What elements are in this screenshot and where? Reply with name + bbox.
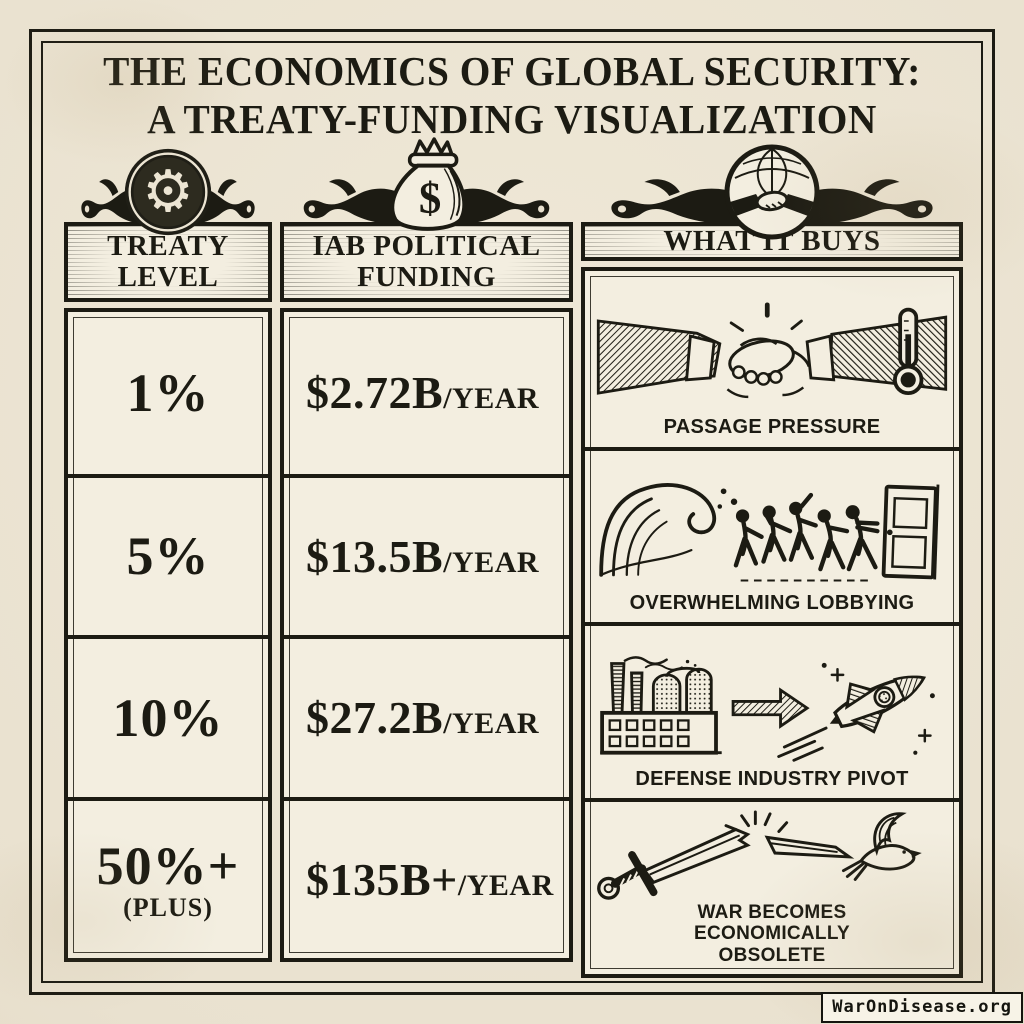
funding-row3: $27.2B/YEAR (284, 635, 569, 797)
globe-handshake-icon (724, 144, 820, 240)
gear-icon: ⚙ (124, 148, 212, 236)
wave-icon (599, 483, 738, 577)
benefit-row4: WAR BECOMES ECONOMICALLY OBSOLETE (585, 798, 959, 974)
treaty-level-row3: 10% (68, 635, 268, 797)
watermark-badge: WarOnDisease.org (821, 992, 1023, 1023)
treaty-level-value: 5% (126, 526, 210, 587)
treaty-funding-table: ⚙ TREATY LEVEL 1% 5% 10% 50%+ (PLUS) (64, 137, 963, 978)
overwhelming-lobbying-illustration (599, 483, 940, 582)
column-what-it-buys: WHAT IT BUYS (581, 144, 963, 978)
funding-row2: $13.5B/YEAR (284, 473, 569, 636)
gear-emblem: ⚙ (66, 138, 270, 236)
funding-suffix: /YEAR (443, 545, 540, 579)
funding-cells: $2.72B/YEAR $13.5B/YEAR $27.2B/YEAR $135… (280, 308, 573, 962)
page-title-line2: A TREATY-FUNDING VISUALIZATION (147, 95, 877, 142)
rocket-icon (777, 662, 935, 762)
treaty-level-sub: (PLUS) (123, 893, 213, 923)
benefit-row3: DEFENSE INDUSTRY PIVOT (585, 622, 959, 798)
treaty-level-value: 10% (112, 687, 224, 748)
passage-pressure-illustration (596, 302, 948, 399)
page-title-line1: THE ECONOMICS OF GLOBAL SECURITY: (103, 48, 921, 94)
benefit-row1: PASSAGE PRESSURE (585, 271, 959, 447)
broken-sword-icon (597, 810, 855, 900)
header-treaty-level-line2: LEVEL (117, 261, 219, 293)
funding-value: $27.2B (306, 692, 444, 744)
thermometer-icon (893, 307, 924, 396)
funding-suffix: /YEAR (443, 382, 540, 416)
crowd-icon (733, 492, 880, 572)
benefit-caption: PASSAGE PRESSURE (663, 416, 881, 439)
defense-industry-pivot-illustration (600, 655, 935, 762)
treaty-level-row1: 1% (68, 312, 268, 474)
poster-inner-frame (41, 41, 983, 983)
treaty-level-cells: 1% 5% 10% 50%+ (PLUS) (64, 308, 272, 962)
funding-value: $2.72B (306, 367, 444, 419)
treaty-level-value: 50%+ (96, 836, 240, 897)
money-bag-emblem: $ (282, 137, 571, 231)
column-treaty-level: ⚙ TREATY LEVEL 1% 5% 10% 50%+ (PLUS) (64, 148, 272, 962)
funding-row1: $2.72B/YEAR (284, 312, 569, 474)
benefit-row2: OVERWHELMING LOBBYING (585, 446, 959, 623)
door-icon (881, 484, 940, 580)
treaty-level-row4: 50%+ (PLUS) (68, 796, 268, 959)
header-funding-line2: FUNDING (357, 261, 496, 293)
benefit-caption: OVERWHELMING LOBBYING (629, 591, 915, 614)
svg-text:⚙: ⚙ (142, 158, 194, 225)
funding-value: $135B+ (306, 853, 458, 905)
benefit-caption: DEFENSE INDUSTRY PIVOT (635, 767, 909, 790)
poster-outer-frame (29, 29, 995, 995)
dove-icon (841, 812, 922, 882)
header-treaty-level: TREATY LEVEL (64, 222, 272, 302)
header-funding-line1: IAB POLITICAL (312, 230, 541, 263)
benefit-cells: PASSAGE PRESSURE (581, 266, 963, 978)
svg-text:$: $ (418, 173, 440, 223)
funding-value: $13.5B (306, 530, 444, 582)
column-iab-political-funding: $ IAB POLITICAL FUNDING $2.72B/YEAR $13.… (280, 137, 573, 962)
arrow-right-icon (731, 687, 810, 729)
benefit-caption: WAR BECOMES ECONOMICALLY OBSOLETE (694, 902, 850, 966)
page-title: THE ECONOMICS OF GLOBAL SECURITY: A TREA… (60, 48, 964, 144)
globe-handshake-emblem (583, 138, 961, 240)
factory-icon (600, 655, 722, 755)
treaty-level-value: 1% (126, 362, 210, 423)
treaty-level-row2: 5% (68, 473, 268, 636)
money-bag-icon: $ (389, 137, 466, 231)
funding-suffix: /YEAR (457, 868, 554, 902)
war-obsolete-illustration (597, 810, 922, 900)
funding-suffix: /YEAR (443, 707, 540, 741)
header-treaty-level-line1: TREATY (107, 230, 229, 263)
funding-row4: $135B+/YEAR (284, 796, 569, 959)
